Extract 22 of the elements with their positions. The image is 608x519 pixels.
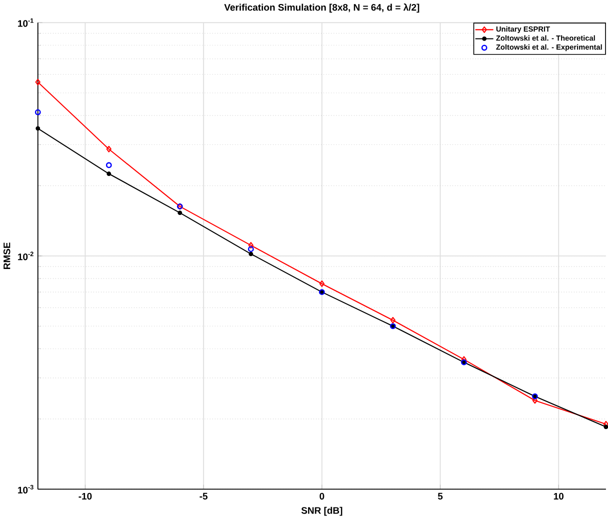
- y-tick-label: 10$^{-3}$: [18, 484, 34, 494]
- x-tick-label: 5: [438, 492, 443, 500]
- point: [390, 316, 396, 324]
- point: [36, 126, 40, 131]
- point: [248, 242, 254, 249]
- point: [178, 210, 182, 215]
- y-tick-label: 10$^{-2}$: [18, 252, 34, 260]
- point: [106, 162, 112, 168]
- y-tick-label: 10$^{-1}$: [18, 18, 34, 27]
- point: [106, 146, 112, 152]
- point: [106, 171, 112, 176]
- point: [248, 252, 254, 256]
- x-axis-title: SNR [dB]: [301, 506, 342, 516]
- point: [34, 109, 41, 116]
- point: [248, 246, 254, 252]
- x-tick-label: 10: [554, 492, 564, 500]
- x-tick-label: 0: [320, 492, 324, 500]
- chart-title: Verification Simulation [8x8, N = 64, d = λ/2]: [224, 3, 420, 12]
- point: [319, 280, 324, 287]
- x-tick-label: -10: [78, 492, 92, 500]
- x-tick-label: -5: [200, 492, 208, 500]
- y-axis-title: RMSE: [4, 242, 10, 269]
